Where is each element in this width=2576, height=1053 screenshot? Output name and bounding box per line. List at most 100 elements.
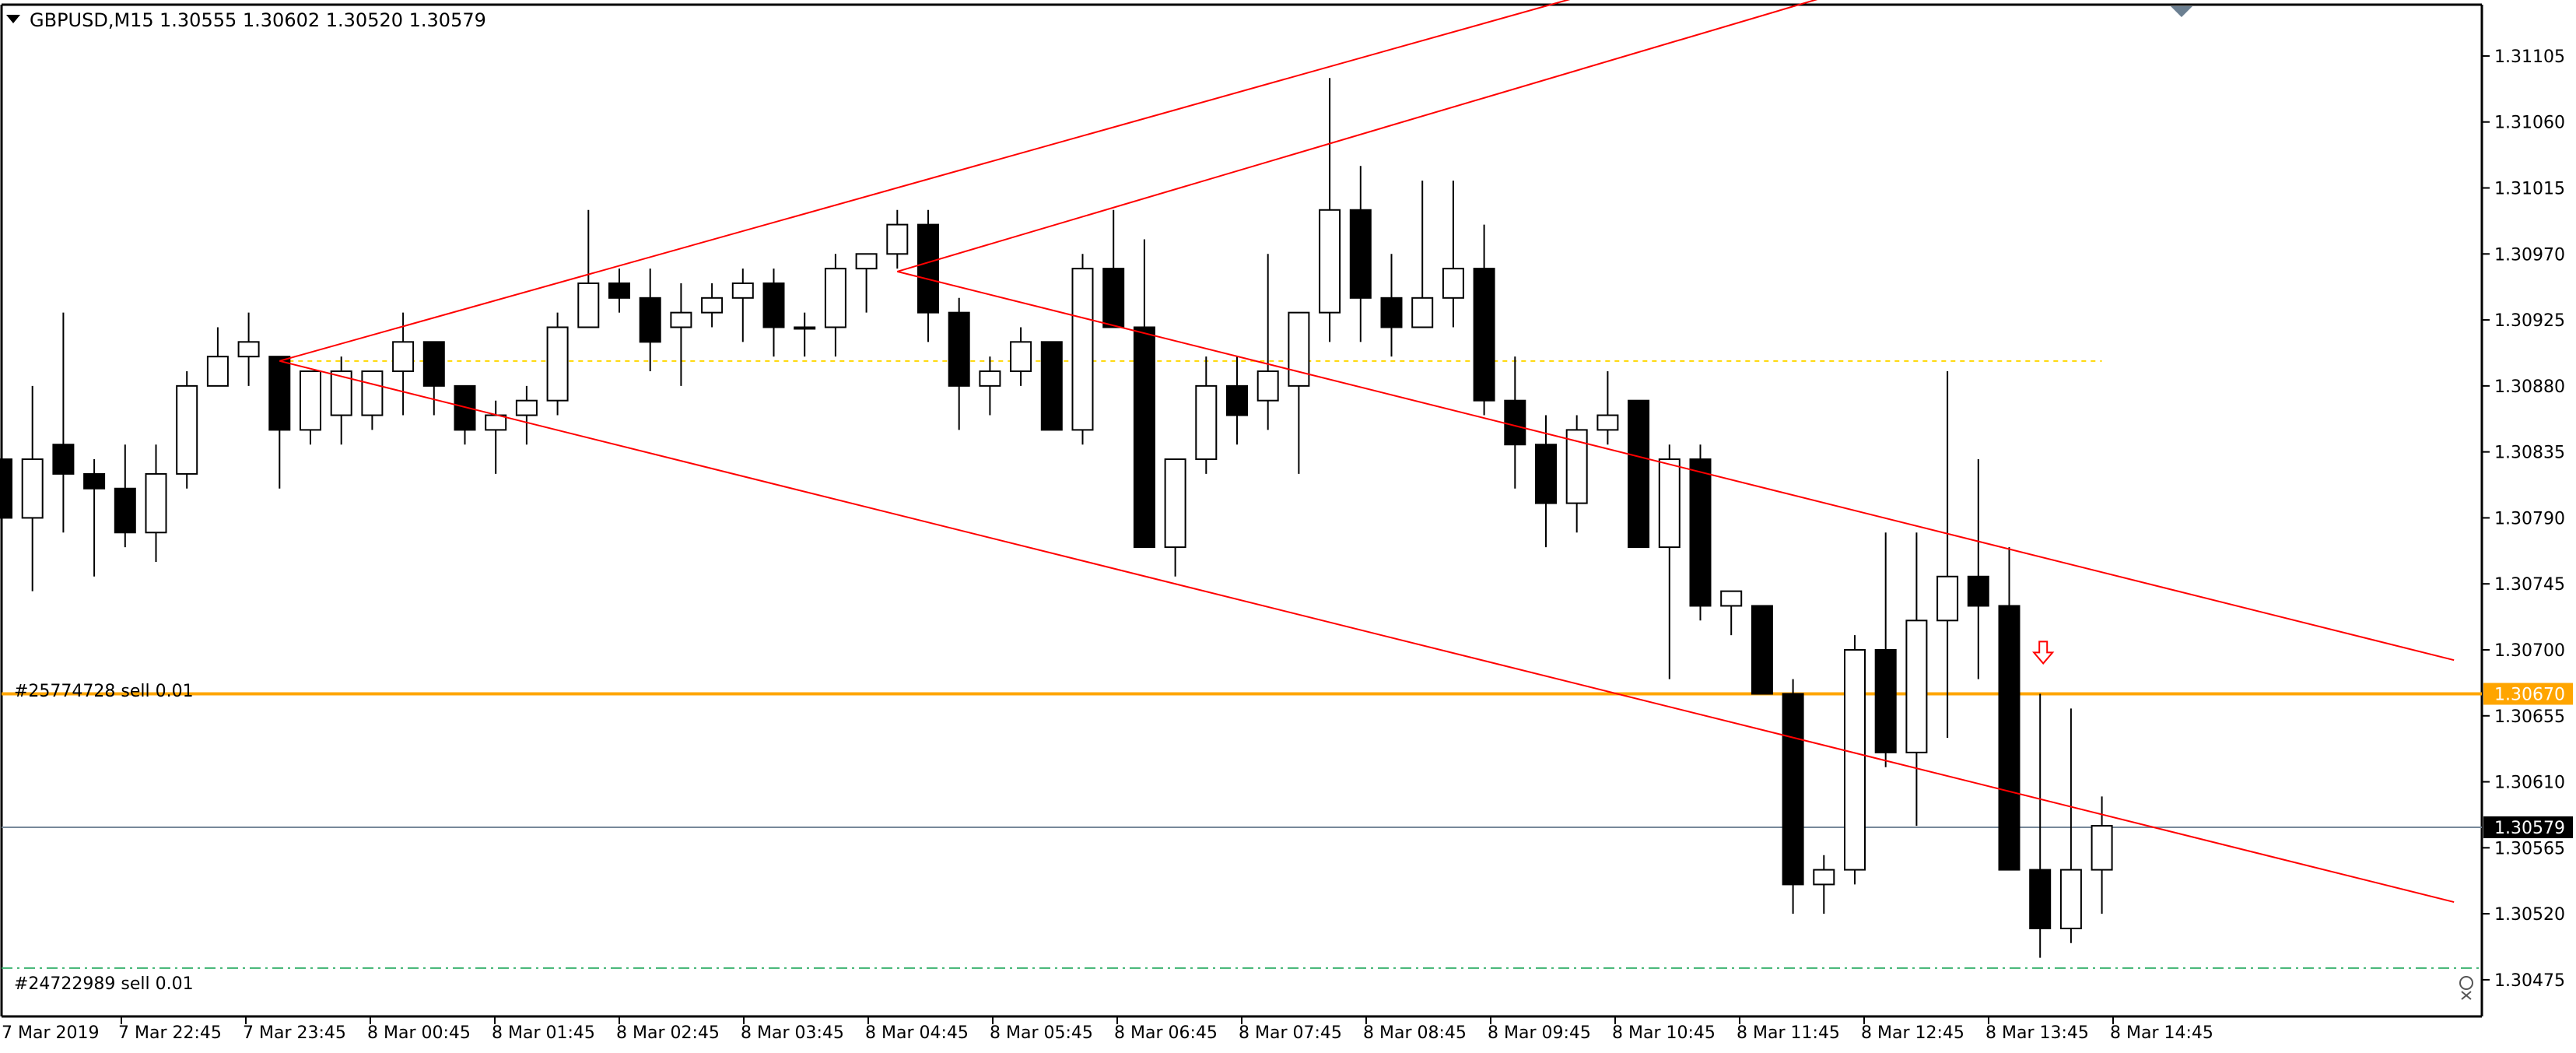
- candle: [762, 269, 785, 357]
- order-label-sell-1: #25774728 sell 0.01: [14, 682, 194, 701]
- candle-body-bear: [917, 223, 939, 314]
- ohlc-readout: 1.30555 1.30602 1.30520 1.30579: [159, 9, 486, 31]
- candle: [83, 459, 106, 577]
- candle-body-bull: [145, 472, 167, 534]
- candle-body-bull: [1905, 620, 1928, 753]
- candle: [2091, 796, 2113, 914]
- candle: [114, 444, 136, 548]
- candle-body-bear: [1349, 209, 1372, 299]
- candle-body-bear: [1751, 605, 1773, 695]
- candle: [0, 371, 12, 548]
- candle: [2059, 708, 2082, 943]
- candle: [1102, 209, 1125, 328]
- candle-body-bear: [1380, 297, 1403, 328]
- candle: [670, 283, 692, 386]
- bid-price-tag-bg: [2483, 816, 2573, 838]
- trendline-2[interactable]: [897, 0, 1824, 272]
- candle: [1442, 181, 1464, 328]
- order-price-tag: 1.30670: [2494, 686, 2565, 705]
- close-icon[interactable]: [2459, 976, 2473, 1000]
- candle-body-bull: [300, 370, 321, 431]
- x-tick-label: 8 Mar 05:45: [990, 1023, 1093, 1043]
- candle: [392, 312, 415, 416]
- candle-body-bear: [2029, 869, 2052, 929]
- candle-body-bear: [1040, 341, 1063, 431]
- y-tick-label: 1.30475: [2494, 971, 2565, 991]
- candle-body-bull: [1813, 869, 1835, 886]
- candle: [1040, 341, 1063, 431]
- y-tick-label: 1.31015: [2494, 180, 2565, 199]
- candle: [300, 370, 321, 445]
- candle-body-bull: [794, 326, 816, 330]
- y-tick-label: 1.30610: [2494, 774, 2565, 793]
- x-tick-label: 7 Mar 2019: [2, 1023, 99, 1043]
- candle-body-bear: [1226, 384, 1248, 416]
- x-tick-label: 8 Mar 11:45: [1737, 1023, 1840, 1043]
- y-tick-label: 1.30835: [2494, 444, 2565, 463]
- trendline-1[interactable]: [279, 0, 1576, 362]
- candle: [1689, 444, 1712, 621]
- candle: [1010, 327, 1032, 386]
- y-tick-label: 1.30880: [2494, 377, 2565, 397]
- candle-body-bull: [485, 414, 507, 431]
- x-tick-label: 7 Mar 22:45: [118, 1023, 222, 1043]
- candle-body-bull: [1071, 268, 1094, 431]
- candle: [485, 400, 507, 474]
- candle-body-bull: [577, 282, 600, 328]
- candle-body-bear: [1628, 399, 1650, 549]
- candle-body-bear: [1133, 326, 1155, 549]
- candle: [52, 312, 75, 533]
- candle-body-bull: [701, 297, 724, 314]
- x-tick-label: 8 Mar 10:45: [1612, 1023, 1716, 1043]
- candle-body-bull: [979, 370, 1001, 387]
- y-tick-label: 1.31060: [2494, 114, 2565, 133]
- candle: [794, 312, 816, 357]
- candle: [1319, 78, 1341, 342]
- candle: [1411, 181, 1434, 328]
- candle-body-bull: [670, 311, 692, 328]
- trendline-3[interactable]: [279, 360, 2455, 904]
- candle: [1813, 855, 1835, 914]
- x-tick-label: 8 Mar 12:45: [1861, 1023, 1964, 1043]
- candle-body-bear: [1473, 268, 1495, 402]
- candle-body-bull: [392, 341, 415, 373]
- triangle-down-icon[interactable]: [6, 15, 20, 23]
- x-tick-label: 8 Mar 07:45: [1239, 1023, 1342, 1043]
- candle: [886, 209, 909, 269]
- x-tick-label: 8 Mar 03:45: [741, 1023, 844, 1043]
- candle: [2029, 693, 2052, 958]
- candle: [701, 283, 724, 328]
- trendline-4[interactable]: [897, 270, 2455, 662]
- candle: [979, 356, 1001, 416]
- candle-body-bull: [1195, 384, 1218, 461]
- candle: [639, 269, 661, 372]
- candle-body-bull: [515, 399, 538, 416]
- candle-body-bear: [114, 487, 136, 534]
- candle: [1751, 605, 1773, 695]
- candle-body-bull: [206, 356, 229, 387]
- candle-body-bull: [1720, 590, 1743, 607]
- candle: [515, 385, 538, 445]
- candle-body-bull: [2059, 869, 2082, 929]
- candle: [824, 254, 846, 357]
- candle-body-bear: [948, 311, 970, 387]
- candle: [206, 327, 229, 387]
- candle-body-bear: [454, 384, 476, 431]
- candle-body-bear: [762, 282, 785, 328]
- candle: [546, 312, 569, 416]
- candle: [1565, 415, 1588, 533]
- candle: [855, 253, 878, 313]
- candle: [1226, 356, 1248, 445]
- candle: [1905, 532, 1928, 827]
- candle: [608, 269, 630, 313]
- candle: [1164, 458, 1186, 577]
- candle-body-bear: [422, 341, 445, 387]
- candle-body-bear: [1967, 575, 1989, 607]
- candle: [1535, 415, 1557, 548]
- candle-body-bear: [83, 472, 106, 490]
- candle: [454, 384, 476, 445]
- candle: [917, 209, 939, 342]
